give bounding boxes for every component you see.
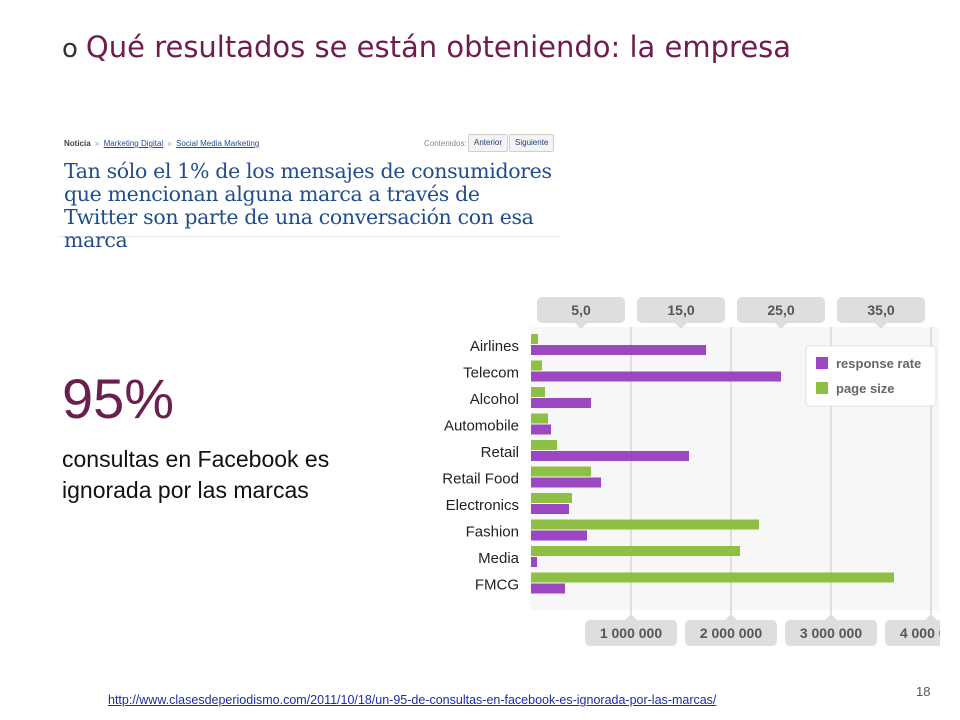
bottom-axis-tick-box [785, 620, 877, 646]
breadcrumb-section: Noticia [64, 139, 91, 148]
bar-page-size [531, 440, 557, 450]
bottom-axis-tick-pointer [925, 614, 937, 620]
contents-label: Contenidos: [424, 139, 467, 148]
next-button[interactable]: Siguiente [509, 134, 555, 152]
top-axis-tick-label: 15,0 [667, 302, 694, 318]
news-clipping: Noticia » Marketing Digital » Social Med… [58, 130, 560, 252]
bar-response-rate [531, 504, 569, 514]
category-label: Automobile [444, 418, 519, 435]
source-link[interactable]: http://www.clasesdeperiodismo.com/2011/1… [108, 693, 717, 707]
percentage-caption: consultas en Facebook es ignorada por la… [62, 446, 330, 503]
bottom-axis-tick-pointer [625, 614, 637, 620]
previous-button[interactable]: Anterior [468, 134, 509, 152]
bar-response-rate [531, 557, 537, 567]
category-label: Alcohol [470, 391, 519, 408]
breadcrumb-separator: » [167, 139, 172, 148]
category-label: Telecom [463, 365, 519, 382]
bottom-axis-tick-box [885, 620, 940, 646]
clipping-breadcrumb: Noticia » Marketing Digital » Social Med… [64, 139, 259, 148]
clipping-headline: Tan sólo el 1% de los mensajes de consum… [64, 159, 552, 252]
top-axis-tick-label: 5,0 [571, 302, 591, 318]
breadcrumb-link-social-media-marketing[interactable]: Social Media Marketing [176, 139, 260, 148]
legend-label: response rate [836, 356, 921, 371]
top-axis-tick-pointer [675, 323, 687, 329]
category-label: Airlines [470, 338, 519, 355]
top-axis-tick-box [637, 297, 725, 323]
category-label: Media [478, 550, 520, 567]
top-axis-tick-box [837, 297, 925, 323]
bottom-axis-tick-box [685, 620, 777, 646]
bar-response-rate [531, 451, 689, 461]
bottom-axis-tick-label: 4 000 000 [900, 625, 940, 641]
legend-swatch [816, 357, 828, 369]
top-axis-tick-label: 25,0 [767, 302, 794, 318]
legend-label: page size [836, 381, 895, 396]
breadcrumb-separator: » [94, 139, 100, 148]
bar-response-rate [531, 530, 587, 541]
category-label: Retail Food [442, 471, 519, 488]
bar-page-size [531, 334, 538, 344]
top-axis-tick-box [537, 297, 625, 323]
bar-page-size [531, 466, 591, 477]
bar-page-size [531, 519, 759, 530]
slide-title: o Qué resultados se están obteniendo: la … [62, 30, 791, 64]
bottom-axis-tick-pointer [725, 614, 737, 620]
category-label: Retail [481, 444, 519, 461]
big-percentage: 95% [62, 367, 175, 430]
bottom-axis-tick-pointer [825, 614, 837, 620]
bar-response-rate [531, 345, 706, 355]
category-label: Fashion [466, 524, 519, 541]
legend-box [805, 345, 937, 407]
bar-response-rate [531, 583, 565, 594]
bottom-axis-tick-box [585, 620, 677, 646]
bar-chart: 5,0 15,0 25,0 35,0 1 000 000 2 000 000 3 000 0… [442, 297, 940, 646]
bar-response-rate [531, 424, 551, 435]
top-axis-tick-box [737, 297, 825, 323]
category-label: Electronics [446, 497, 519, 514]
top-axis-tick-pointer [875, 323, 887, 329]
bar-response-rate [531, 371, 781, 382]
bar-response-rate [531, 398, 591, 408]
breadcrumb-link-marketing-digital[interactable]: Marketing Digital [103, 139, 164, 148]
top-axis-tick-pointer [575, 323, 587, 329]
top-axis-tick-label: 35,0 [867, 302, 894, 318]
bottom-axis-tick-label: 2 000 000 [700, 625, 762, 641]
top-axis-tick-pointer [775, 323, 787, 329]
bottom-axis-tick-label: 3 000 000 [800, 625, 862, 641]
title-bullet: o [62, 34, 78, 64]
bar-page-size [531, 413, 548, 424]
bar-response-rate [531, 477, 601, 488]
bar-page-size [531, 360, 542, 371]
page-number: 18 [916, 684, 931, 699]
title-text: Qué resultados se están obteniendo: la e… [85, 30, 792, 64]
bottom-axis-tick-label: 1 000 000 [600, 625, 662, 641]
category-label: FMCG [475, 577, 519, 594]
bar-page-size [531, 546, 740, 556]
bar-page-size [531, 572, 894, 583]
bar-page-size [531, 493, 572, 503]
legend-swatch [816, 382, 828, 394]
bar-page-size [531, 387, 545, 397]
